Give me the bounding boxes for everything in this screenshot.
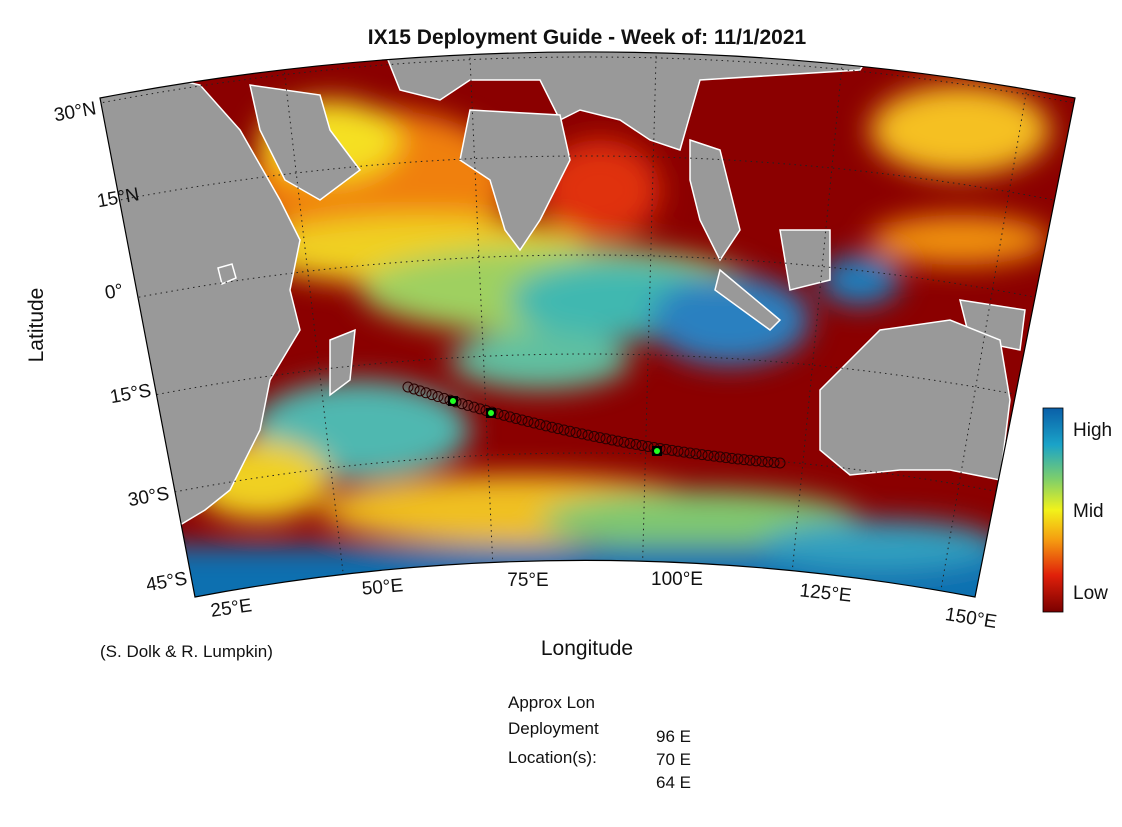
track-point [678, 446, 690, 458]
colorbar-label: Mid [1073, 501, 1104, 522]
track-point [636, 439, 648, 451]
lat-label: 30°S [126, 483, 170, 511]
track-point [738, 454, 750, 466]
lat-label: 0° [103, 280, 125, 304]
lon-labels: 25°E 50°E 75°E 100°E 125°E 150°E [209, 569, 998, 633]
deployment-location: 96 E [656, 727, 691, 746]
track-point [552, 423, 564, 435]
deployment-dot [654, 448, 660, 454]
track-point [630, 438, 642, 450]
track-point [672, 445, 684, 457]
track-point [714, 451, 726, 463]
caption: Deployment [508, 719, 599, 738]
track-point [774, 457, 786, 469]
track-point [510, 412, 522, 424]
track-point [696, 449, 708, 461]
track-point [588, 430, 600, 442]
track-point [690, 448, 702, 460]
track-point [768, 456, 780, 468]
track-point [420, 387, 432, 399]
colorbar-label: Low [1073, 583, 1108, 604]
track-point [666, 444, 678, 456]
track-point [522, 415, 534, 427]
track-point [600, 433, 612, 445]
deployment-location: 64 E [656, 773, 691, 792]
track-point [624, 437, 636, 449]
meridian [639, 51, 660, 597]
track-point [720, 452, 732, 464]
x-axis-label: Longitude [541, 637, 633, 660]
meridian [782, 51, 852, 597]
parallel [100, 254, 1075, 324]
caption: Location(s): [508, 748, 597, 767]
lat-label: 15°S [108, 380, 152, 408]
meridian [924, 51, 1044, 597]
track-point [534, 418, 546, 430]
track-point [504, 411, 516, 423]
track-point [726, 452, 738, 464]
track-point [570, 427, 582, 439]
track-point [756, 455, 768, 467]
caption: Approx Lon [508, 693, 595, 712]
track-point [546, 421, 558, 433]
track-point [426, 389, 438, 401]
lat-label: 45°S [144, 568, 188, 596]
track-point [702, 449, 714, 461]
lon-label: 100°E [651, 569, 703, 590]
colorbar-label: High [1073, 420, 1112, 441]
track-point [564, 425, 576, 437]
lat-label: 30°N [52, 98, 97, 126]
track-point [708, 450, 720, 462]
y-axis-label: Latitude [25, 288, 48, 363]
meridian [465, 51, 498, 597]
deployment-dot [450, 398, 456, 404]
title: IX15 Deployment Guide - Week of: 11/1/20… [368, 26, 807, 49]
track-point [744, 454, 756, 466]
track-point [612, 435, 624, 447]
track-point [750, 455, 762, 467]
track [402, 381, 786, 469]
track-point [732, 453, 744, 465]
track-point [576, 428, 588, 440]
track-point [540, 420, 552, 432]
track-point [594, 432, 606, 444]
track-point [498, 409, 510, 421]
lon-label: 125°E [799, 580, 853, 606]
colorbar [1042, 407, 1064, 613]
track-point [516, 414, 528, 426]
deployment-dot [488, 410, 494, 416]
credit: (S. Dolk & R. Lumpkin) [100, 642, 273, 661]
parallel [100, 452, 1075, 516]
meridian [272, 51, 355, 597]
lon-label: 50°E [361, 575, 404, 600]
parallel [100, 155, 1075, 228]
track-point [408, 383, 420, 395]
track-point [528, 417, 540, 429]
graticule [100, 51, 1075, 597]
track-point [414, 385, 426, 397]
track-point [684, 447, 696, 459]
lon-label: 25°E [209, 595, 253, 622]
lon-label: 75°E [507, 570, 548, 591]
track-point [462, 399, 474, 411]
track-point [402, 381, 414, 393]
track-point [468, 401, 480, 413]
track-point [432, 391, 444, 403]
track-point [618, 436, 630, 448]
track-point [558, 424, 570, 436]
track-point [582, 429, 594, 441]
track-point [474, 403, 486, 415]
deployment-location: 70 E [656, 750, 691, 769]
track-point [762, 456, 774, 468]
track-point [606, 434, 618, 446]
lon-label: 150°E [944, 604, 999, 633]
